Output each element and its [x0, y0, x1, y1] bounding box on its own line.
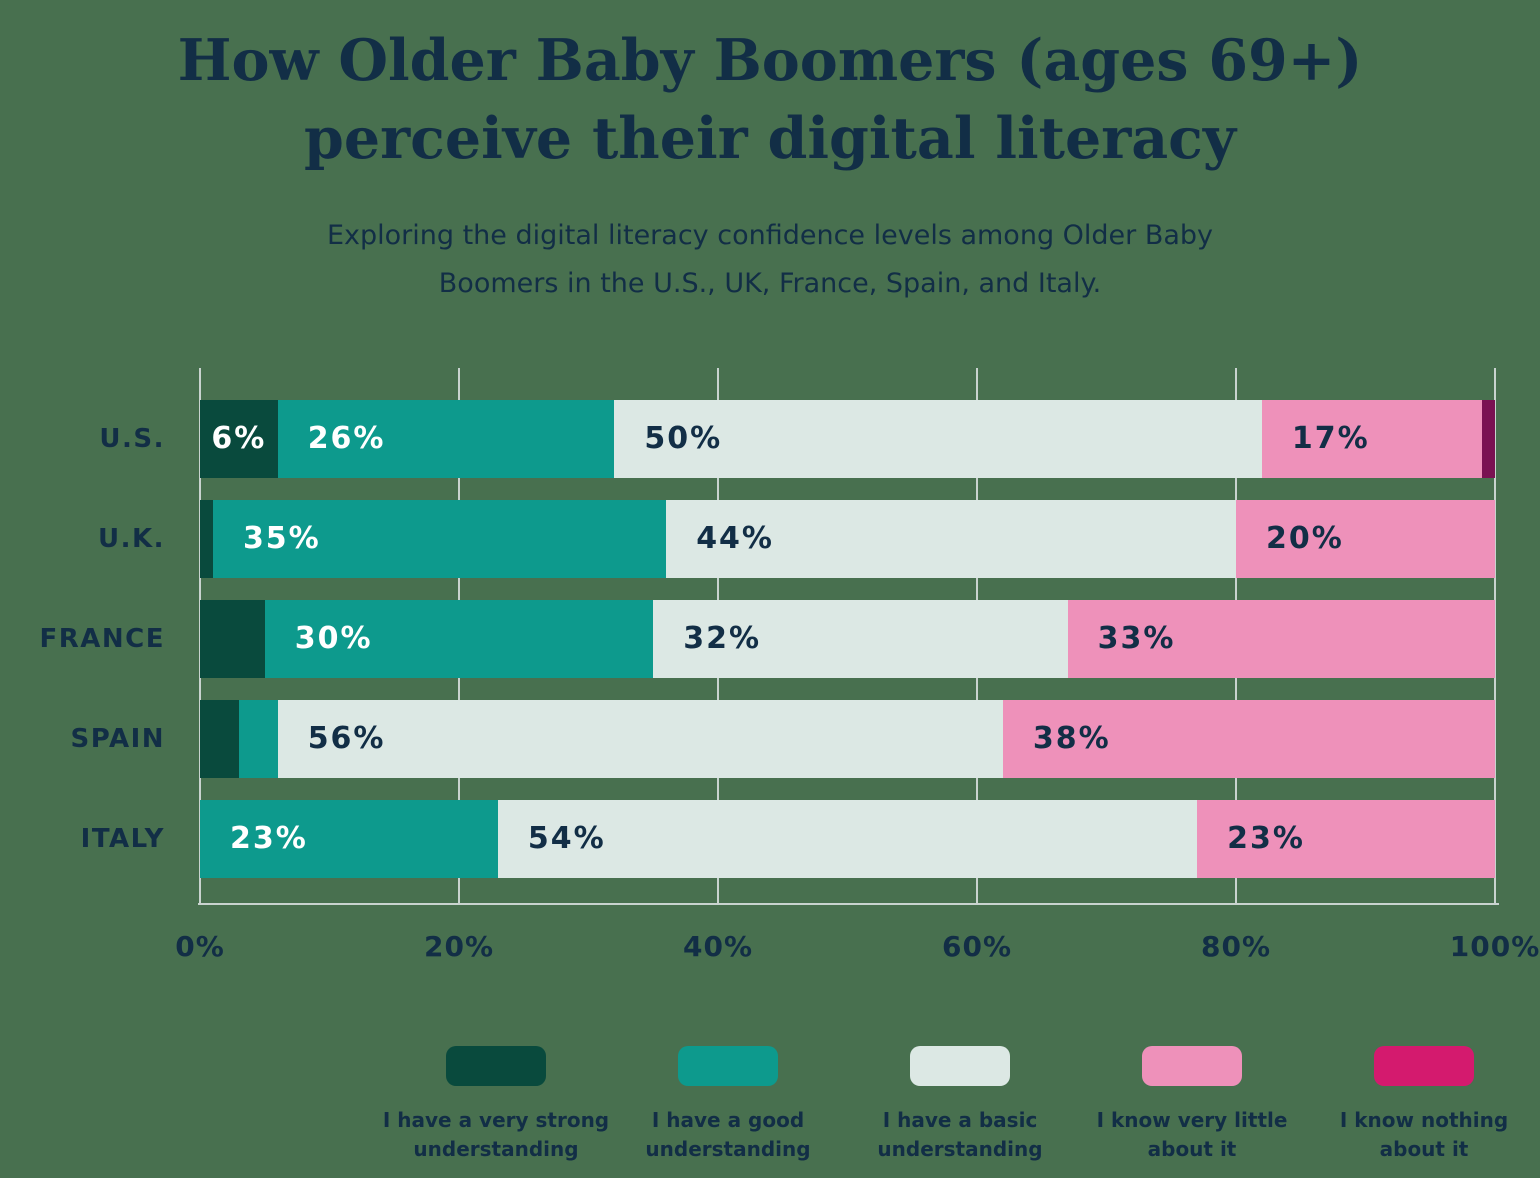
bar-value-label: 50% [644, 421, 723, 456]
category-labels: U.S. U.K. FRANCE SPAIN ITALY [0, 368, 165, 905]
bar-row: 35% 44% 20% [200, 500, 1495, 578]
legend-label: I know nothing about it [1339, 1108, 1509, 1161]
bar-row: 30% 32% 33% [200, 600, 1495, 678]
legend-swatch [678, 1046, 778, 1086]
x-axis-tick-label: 80% [1200, 930, 1272, 963]
legend-item: I have a basic understanding [844, 1046, 1076, 1164]
legend-label: I know very little about it [1096, 1108, 1288, 1161]
bar-value-label: 17% [1291, 421, 1370, 456]
bar-value-label: 30% [294, 621, 373, 656]
category-label: FRANCE [39, 624, 165, 654]
legend-item: I know very little about it [1076, 1046, 1308, 1164]
bar-segment [200, 700, 239, 778]
legend-swatch [1142, 1046, 1242, 1086]
legend-label: I have a good understanding [645, 1108, 811, 1161]
bar-value-label: 54% [527, 821, 606, 856]
bar-row: 23% 54% 23% [200, 800, 1495, 878]
bar-segment [1197, 800, 1495, 878]
legend-item: I have a good understanding [612, 1046, 844, 1164]
bar-segment [1236, 500, 1495, 578]
bar-value-label: 44% [696, 521, 774, 556]
bar-segment [200, 500, 213, 578]
bar-value-label: 26% [307, 421, 386, 456]
legend-item: I know nothing about it [1308, 1046, 1540, 1164]
legend-swatch [446, 1046, 546, 1086]
bar-value-label: 23% [1227, 821, 1305, 856]
bar-segment [1067, 600, 1495, 678]
bar-segment [666, 500, 1236, 578]
bar-value-label: 20% [1266, 521, 1344, 556]
legend-swatch [910, 1046, 1010, 1086]
category-label: U.S. [99, 424, 165, 454]
bar-value-label: 6% [211, 421, 267, 456]
category-label: U.K. [97, 524, 165, 554]
bar-value-label: 33% [1097, 621, 1176, 656]
x-axis-line [198, 903, 1499, 905]
category-label: ITALY [80, 824, 165, 854]
x-axis-tick-label: 100% [1449, 930, 1540, 963]
legend-item: I have a very strong understanding [380, 1046, 612, 1164]
bar-value-label: 56% [307, 721, 386, 756]
bar-segment [653, 600, 1068, 678]
gridline [1494, 368, 1496, 905]
bar-segment [497, 800, 1198, 878]
bar-segment [238, 700, 278, 778]
legend-label: I have a basic understanding [877, 1108, 1043, 1161]
bar-segment [277, 700, 1003, 778]
bar-row: 56% 38% [200, 700, 1495, 778]
legend-swatch [1374, 1046, 1474, 1086]
bar-value-label: 32% [683, 621, 762, 656]
bar-segment [1002, 700, 1495, 778]
page-subtitle: Exploring the digital literacy confidenc… [326, 220, 1214, 299]
bar-value-label: 35% [242, 521, 321, 556]
x-axis-tick-label: 60% [941, 930, 1013, 963]
bar-segment [277, 400, 615, 478]
x-axis-tick-label: 0% [175, 930, 225, 963]
bar-chart-plot: 6% 26% 50% 17% 35% 44% 20% 30% 32% 33% 56% 38% 23% 54… [198, 368, 1499, 905]
bar-segment [200, 800, 498, 878]
bar-segment [212, 500, 667, 578]
legend-label: I have a very strong understanding [382, 1108, 610, 1161]
bar-segment [614, 400, 1262, 478]
bar-segment [200, 600, 265, 678]
bar-row: 6% 26% 50% 17% [200, 400, 1495, 478]
x-axis-tick-label: 40% [682, 930, 754, 963]
x-axis-tick-label: 20% [423, 930, 495, 963]
bar-value-label: 23% [230, 821, 308, 856]
bar-segment [1261, 400, 1483, 478]
x-axis-labels: 0% 20% 40% 60% 80% 100% [175, 930, 1539, 972]
page-title: How Older Baby Boomers (ages 69+) percei… [177, 27, 1363, 172]
bar-value-label: 38% [1032, 721, 1111, 756]
category-label: SPAIN [70, 724, 165, 754]
bar-segment [264, 600, 654, 678]
legend: I have a very strong understanding I have… [380, 1046, 1540, 1164]
bar-segment [200, 400, 278, 478]
bar-segment [1482, 400, 1495, 478]
